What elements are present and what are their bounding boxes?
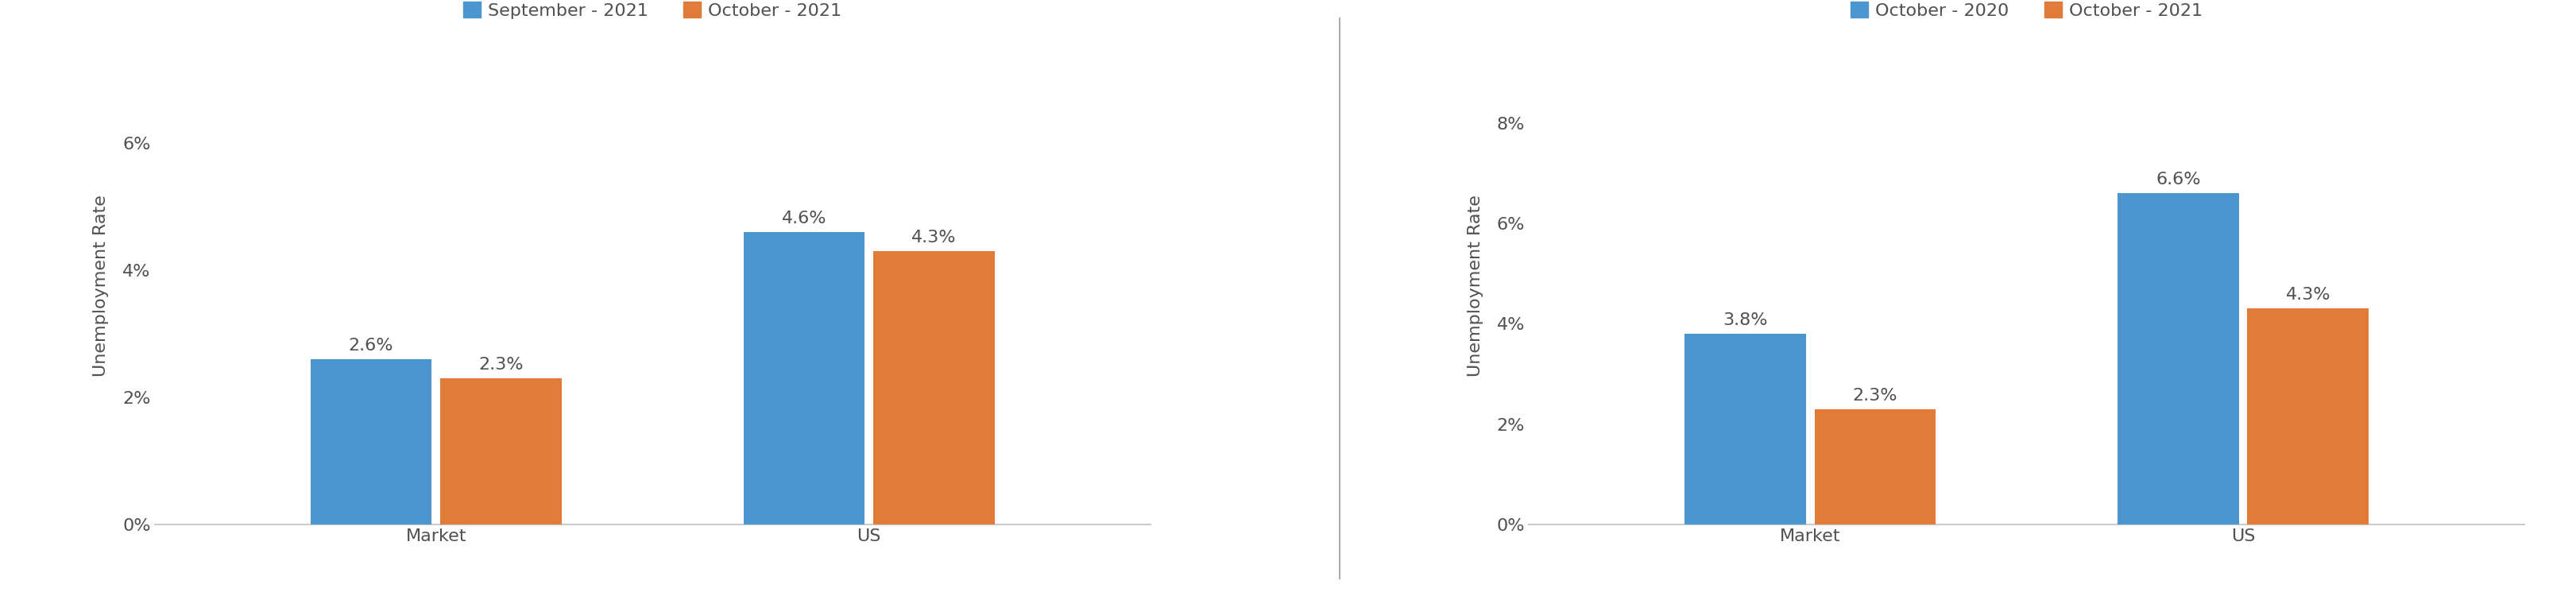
- Y-axis label: Unemployment Rate: Unemployment Rate: [93, 195, 108, 377]
- Bar: [744, 232, 866, 524]
- Text: 2.3%: 2.3%: [1852, 387, 1899, 403]
- Text: 4.3%: 4.3%: [2285, 287, 2331, 303]
- Legend: October - 2020, October - 2021: October - 2020, October - 2021: [1844, 0, 2210, 26]
- Bar: [440, 378, 562, 524]
- Bar: [2246, 309, 2367, 524]
- Text: 2.3%: 2.3%: [479, 356, 523, 372]
- Bar: [2117, 193, 2239, 524]
- Bar: [312, 359, 433, 524]
- Bar: [1685, 334, 1806, 524]
- Bar: [873, 251, 994, 524]
- Text: 2.6%: 2.6%: [348, 337, 394, 353]
- Bar: [1814, 409, 1935, 524]
- Text: 3.8%: 3.8%: [1723, 312, 1767, 328]
- Text: 6.6%: 6.6%: [2156, 172, 2200, 188]
- Legend: September - 2021, October - 2021: September - 2021, October - 2021: [456, 0, 850, 26]
- Y-axis label: Unemployment Rate: Unemployment Rate: [1468, 195, 1484, 377]
- Text: 4.6%: 4.6%: [781, 210, 827, 226]
- Text: 4.3%: 4.3%: [912, 229, 956, 246]
